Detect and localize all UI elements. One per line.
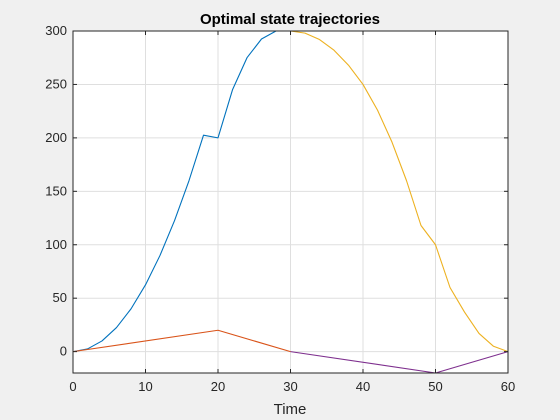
y-tick-label: 0: [60, 344, 67, 359]
y-axis: 0 50 100 150 200 250 300: [45, 23, 508, 359]
x-tick-label: 10: [138, 379, 152, 394]
x-tick-label: 20: [211, 379, 225, 394]
y-tick-label: 50: [53, 290, 67, 305]
chart-title: Optimal state trajectories: [200, 11, 380, 28]
y-tick-label: 200: [45, 130, 67, 145]
y-tick-label: 250: [45, 76, 67, 91]
series-line-1: [72, 30, 291, 353]
x-tick-label: 30: [283, 379, 297, 394]
y-tick-label: 150: [45, 183, 67, 198]
x-tick-label: 60: [501, 379, 515, 394]
y-tick-label: 100: [45, 237, 67, 252]
x-axis-label: Time: [274, 401, 307, 418]
x-tick-label: 50: [428, 379, 442, 394]
y-tick-label: 300: [45, 23, 67, 38]
series-line-3: [290, 30, 509, 353]
x-axis: 0 10 20 30 40 50 60: [69, 31, 515, 394]
x-tick-label: 0: [69, 379, 76, 394]
x-tick-label: 40: [356, 379, 370, 394]
series-line-2: [72, 329, 291, 353]
